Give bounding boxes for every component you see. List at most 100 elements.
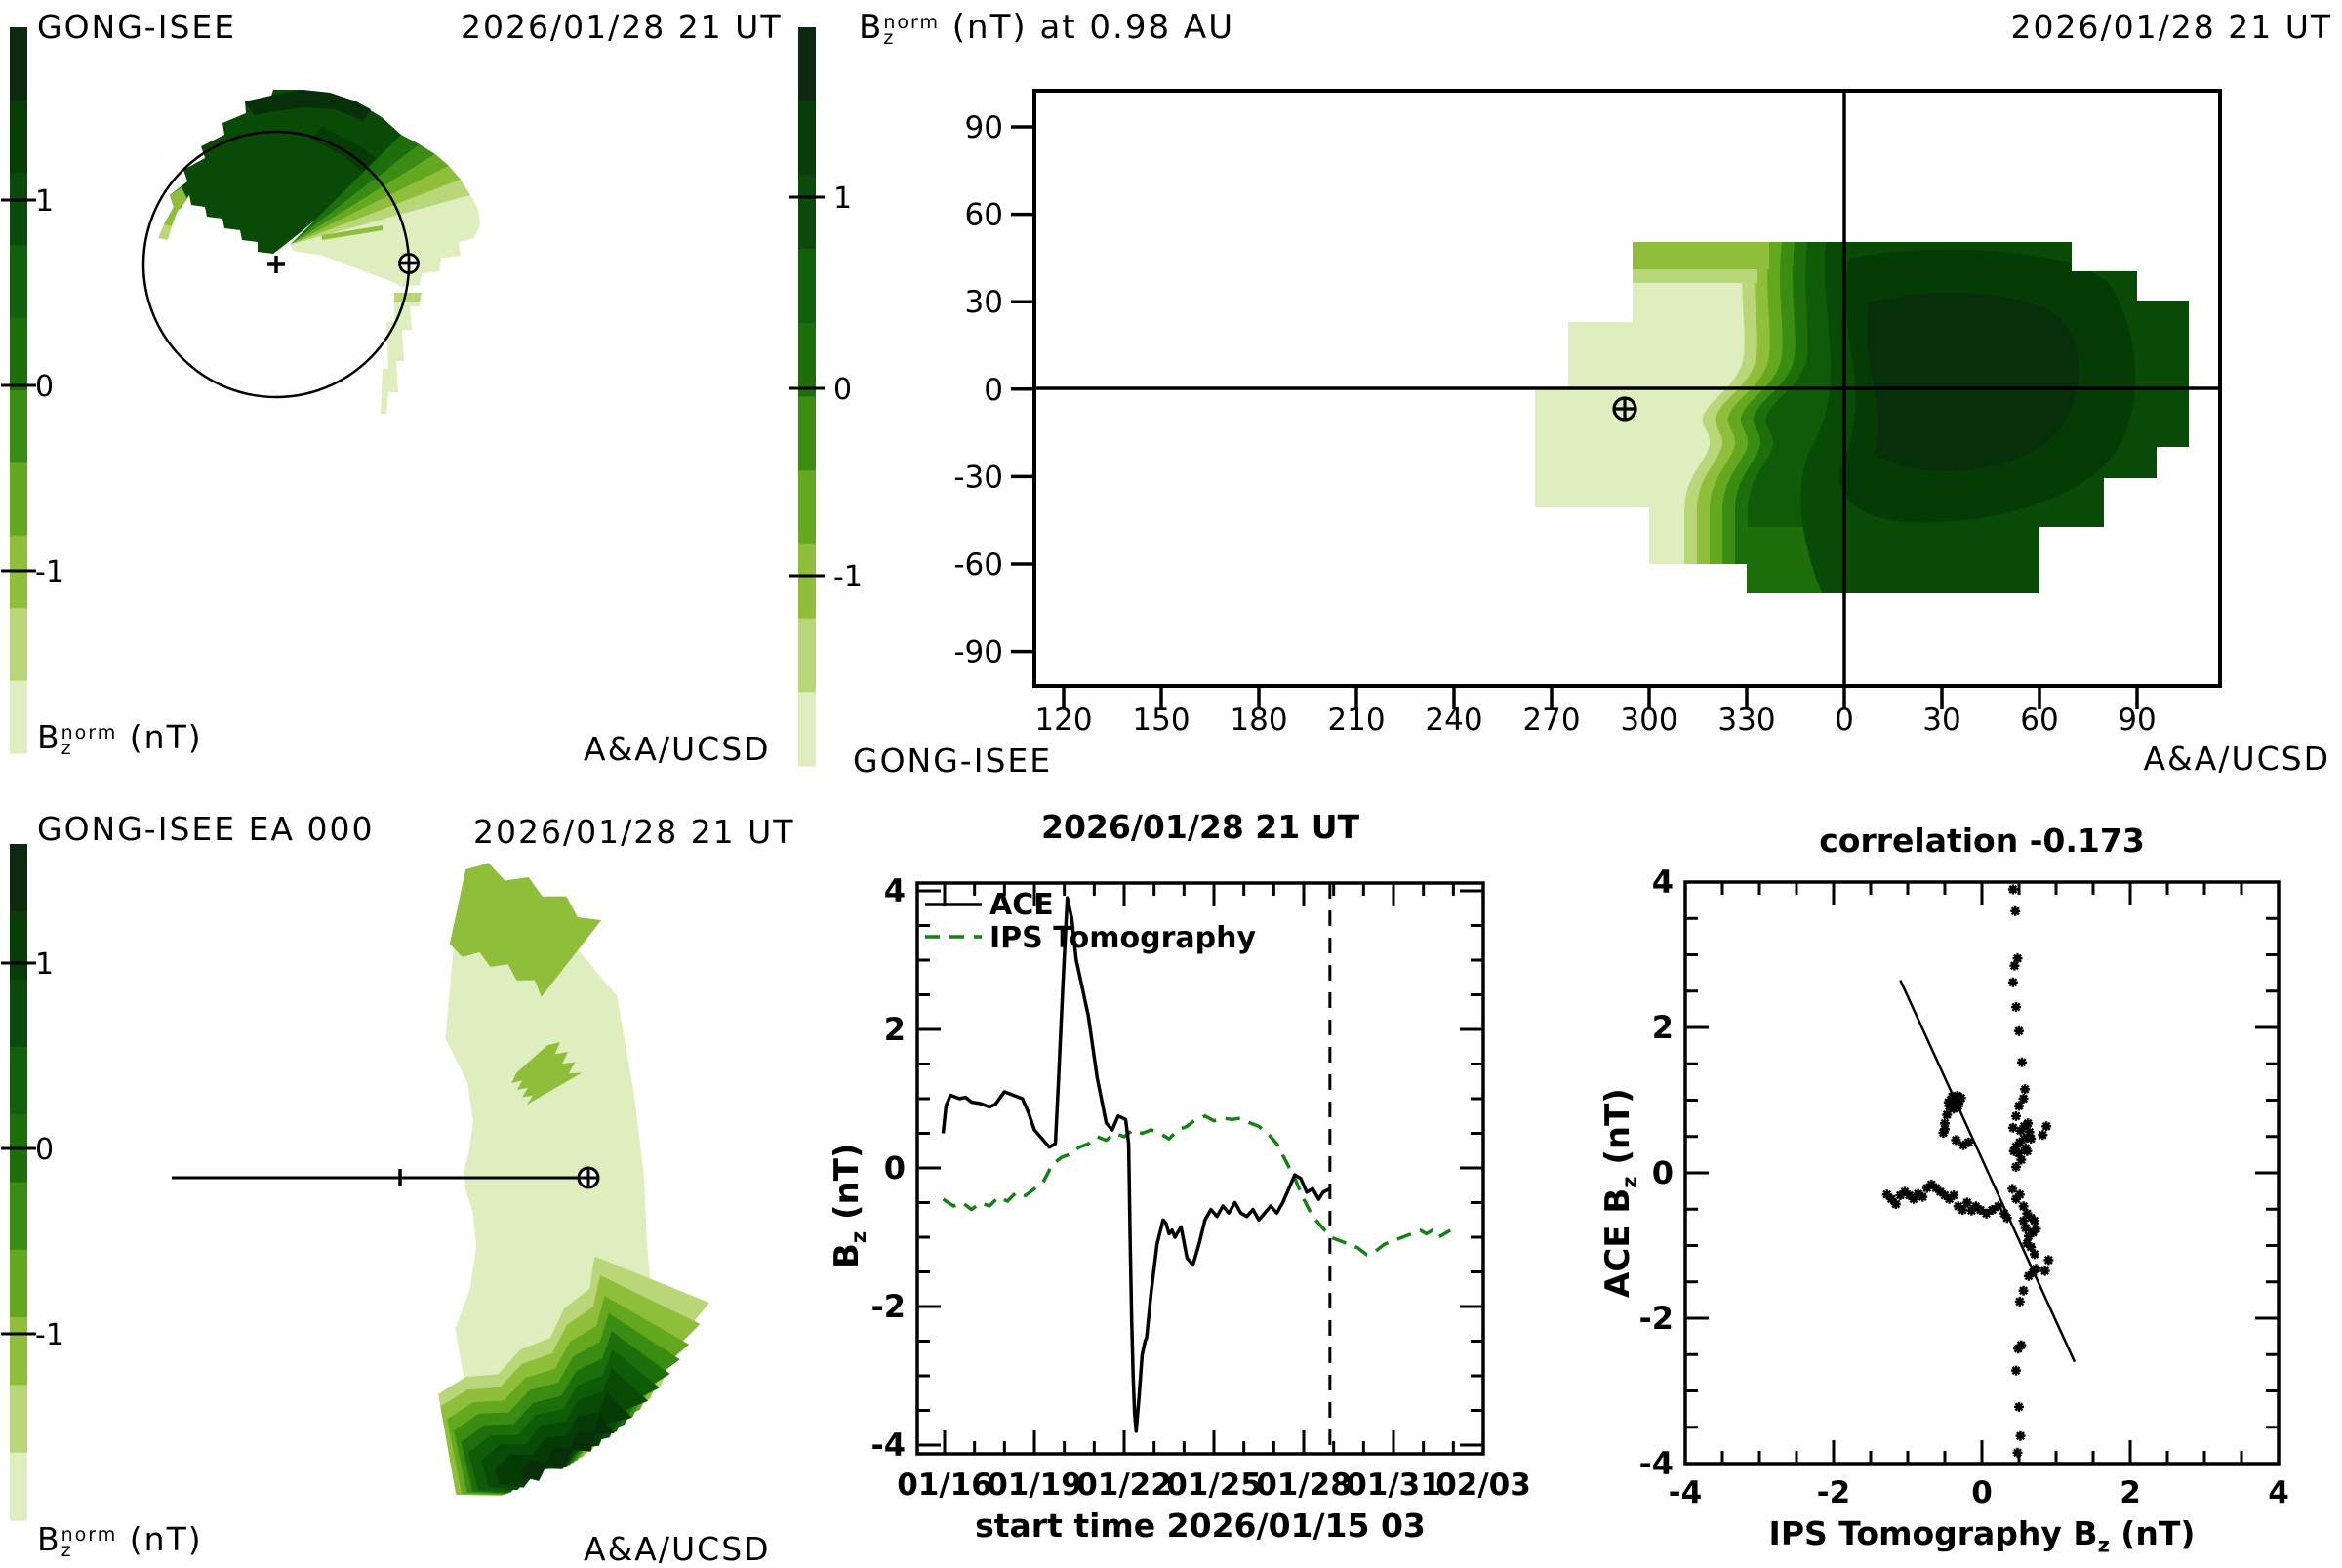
scatter-point: [2009, 960, 2020, 971]
colorbar-tick-label: -1: [35, 1318, 64, 1352]
scatter-point: [1966, 1205, 1977, 1216]
scatter-point: [2011, 1110, 2021, 1121]
scatter-point: [1913, 1188, 1923, 1199]
y-tick-label: -30: [953, 460, 1003, 495]
scatter-point: [1881, 1189, 1892, 1200]
y-tick-label: 90: [965, 110, 1003, 145]
scatter-point: [2011, 1162, 2021, 1172]
colorbar-segment: [798, 396, 816, 471]
y-tick-label: 4: [884, 872, 906, 909]
ace-line: [941, 896, 1331, 1433]
colorbar-segment: [10, 245, 27, 319]
scatter-point: [1935, 1186, 1946, 1197]
scatter-point: [2028, 1267, 2039, 1278]
contour-band: [290, 180, 470, 245]
scatter-point: [1951, 1135, 1961, 1146]
map-darkest-core: [1866, 293, 2080, 472]
colorbar-segment: [798, 470, 816, 545]
plot-border: [1683, 880, 2281, 1466]
scatter-point: [1926, 1179, 1937, 1189]
colorbar-segment: [10, 1046, 27, 1115]
scatter-point: [1970, 1201, 1981, 1212]
x-tick-label: 01/31: [1346, 1467, 1441, 1503]
colorbar-segment: [10, 462, 27, 537]
x-tick-label: 240: [1425, 703, 1482, 738]
scatter-point: [1900, 1186, 1910, 1197]
colorbar-tick-label: -1: [833, 560, 863, 594]
scatter-point: [1981, 1208, 1992, 1219]
ecliptic-view-plot: [141, 90, 480, 414]
colorbar-segment: [798, 249, 816, 324]
scatter-point: [2043, 1255, 2054, 1266]
scatter-xlabel: IPS Tomography Bz (nT): [1768, 1514, 2196, 1557]
scatter-point: [2011, 1142, 2021, 1152]
y-tick-label: -4: [870, 1427, 906, 1464]
bz-supsub: norm z: [61, 1524, 118, 1561]
scatter-point: [2028, 1227, 2039, 1238]
colorbar-segment: [10, 1182, 27, 1251]
colorbar-segment: [10, 608, 27, 682]
scatter-point: [2039, 1266, 2050, 1276]
scatter-point: [2020, 1223, 2031, 1233]
scatter-point: [1909, 1193, 1919, 1204]
scatter-point: [2014, 1137, 2025, 1147]
scatter-point: [2015, 1125, 2026, 1136]
x-tick-label: 300: [1620, 703, 1677, 738]
x-tick-label: 150: [1132, 703, 1190, 738]
x-tick-label: 2: [2120, 1475, 2141, 1510]
y-tick-label: 0: [1652, 1154, 1674, 1191]
panel-tl-date: 2026/01/28 21 UT: [461, 8, 783, 46]
scatter-point: [2023, 1118, 2034, 1129]
colorbar-tick-label: 1: [833, 181, 852, 216]
panel-tl-title: GONG-ISEE: [37, 8, 237, 46]
scatter-point: [2007, 1184, 2018, 1194]
scatter-point: [2024, 1127, 2035, 1138]
scatter-point: [1949, 1190, 1959, 1201]
scatter-point: [2015, 1430, 2026, 1441]
scatter-point: [1943, 1097, 1954, 1107]
x-tick-label: 01/19: [987, 1467, 1082, 1503]
colorbar-segment: [10, 172, 27, 246]
y-tick-label: 30: [965, 285, 1003, 320]
x-tick-label: 30: [1922, 703, 1960, 738]
bz-supsub: norm z: [883, 12, 940, 49]
scatter-point: [1918, 1191, 1928, 1202]
colorbar-bottom-left: 1 0 -1: [1, 844, 64, 1521]
x-tick-label: -4: [1669, 1475, 1702, 1510]
scatter-point: [2014, 1401, 2024, 1412]
scatter-point: [2038, 1130, 2048, 1141]
colorbar-segment: [10, 390, 27, 463]
colorbar-tick-label: 0: [833, 373, 852, 407]
colorbar-segment: [10, 27, 27, 101]
map-contours: [1535, 242, 2189, 593]
colorbar-segment: [798, 618, 816, 693]
colorbar-tick-label: 0: [35, 1133, 54, 1167]
y-tick-label: 2: [1652, 1009, 1674, 1046]
earth-symbol: [398, 253, 420, 274]
x-tick-label: 210: [1327, 703, 1385, 738]
fan-band: [519, 1415, 615, 1481]
colorbar-segment: [10, 317, 27, 391]
map-top-strip: [1633, 242, 1769, 269]
y-tick-label: -90: [953, 635, 1003, 670]
scatter-point: [1886, 1193, 1897, 1204]
scatter-point: [1944, 1193, 1955, 1204]
panel-tr-date: 2026/01/28 21 UT: [2010, 8, 2332, 46]
colorbar-segment: [10, 1249, 27, 1318]
x-tick-label: 01/28: [1256, 1467, 1352, 1503]
colorbar-segment: [798, 27, 816, 102]
fit-line: [1899, 980, 2077, 1363]
scatter-point: [1953, 1101, 1963, 1111]
scatter-point: [2018, 1285, 2029, 1296]
scatter-point: [1940, 1124, 1950, 1135]
scatter-point: [2030, 1216, 2039, 1226]
scatter-plot: -4 -2 0 2 4 4 2 0 -2 -4: [1638, 864, 2288, 1510]
colorbar-middle: 1 0 -1: [789, 27, 863, 767]
panel-tr-corner-label: GONG-ISEE: [853, 742, 1053, 780]
scatter-point: [1975, 1205, 1986, 1215]
x-tick-label: 01/22: [1076, 1467, 1172, 1503]
panel-bl-date: 2026/01/28 21 UT: [473, 813, 795, 851]
